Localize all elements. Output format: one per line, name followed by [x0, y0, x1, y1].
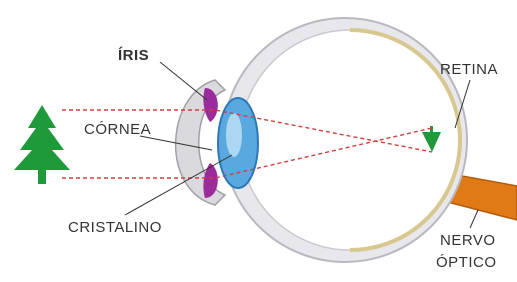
- label-nervo: NERVO: [440, 232, 496, 249]
- leader-line: [160, 62, 207, 100]
- eye-diagram: ÍRIS CÓRNEA CRISTALINO RETINA NERVO ÓPTI…: [0, 0, 517, 282]
- tree: [14, 105, 70, 184]
- label-cornea: CÓRNEA: [84, 121, 151, 138]
- lens-highlight: [226, 113, 242, 157]
- page: ÍRIS CÓRNEA CRISTALINO RETINA NERVO ÓPTI…: [0, 0, 517, 282]
- leader-line: [470, 210, 478, 228]
- label-optico: ÓPTICO: [436, 254, 497, 271]
- label-cristalino: CRISTALINO: [68, 219, 162, 236]
- label-retina: RETINA: [440, 61, 498, 78]
- label-iris: ÍRIS: [118, 47, 149, 64]
